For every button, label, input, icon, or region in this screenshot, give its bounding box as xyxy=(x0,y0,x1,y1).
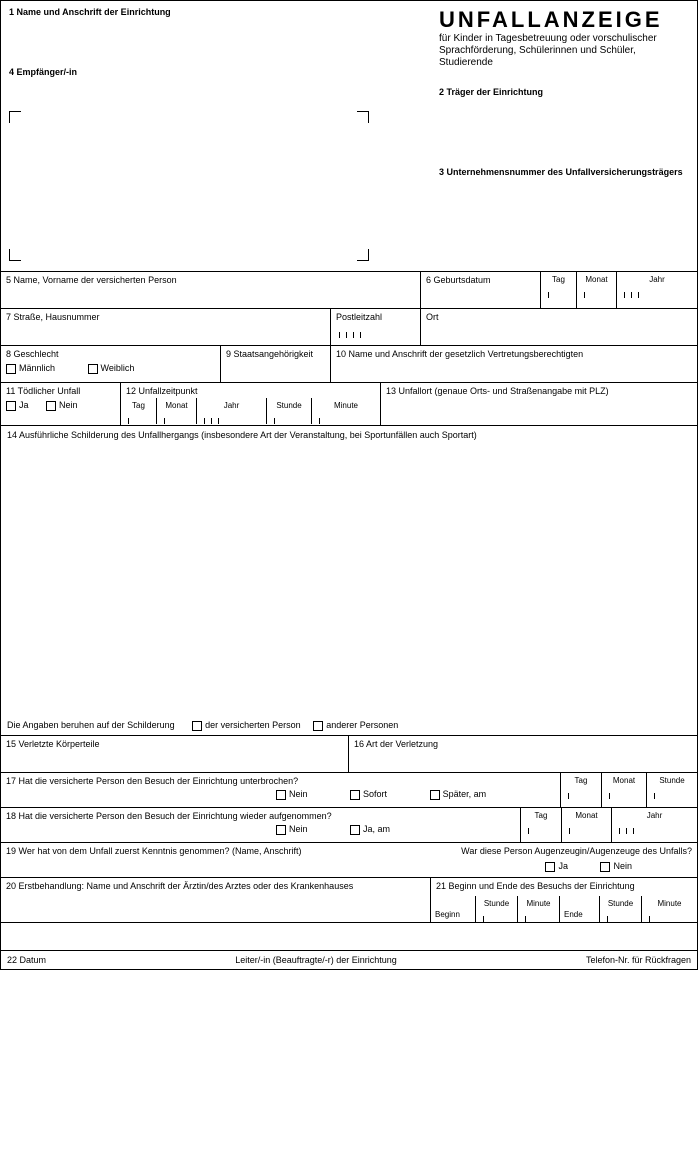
checkbox-18-nein[interactable] xyxy=(276,825,286,835)
telefon-label: Telefon-Nr. für Rückfragen xyxy=(586,955,691,965)
field-16-label: 16 Art der Verletzung xyxy=(354,739,692,749)
row-19: 19 Wer hat von dem Unfall zuerst Kenntni… xyxy=(1,842,697,877)
field-19-label: 19 Wer hat von dem Unfall zuerst Kenntni… xyxy=(6,846,301,856)
leiter-label: Leiter/-in (Beauftragte/-r) der Einricht… xyxy=(235,955,397,965)
field-20-label: 20 Erstbehandlung: Name und Anschrift de… xyxy=(6,881,425,891)
field-1-label: 1 Name und Anschrift der Einrichtung xyxy=(9,7,423,17)
field-3-label: 3 Unternehmensnummer des Unfallversicher… xyxy=(439,167,689,177)
row-20-21: 20 Erstbehandlung: Name und Anschrift de… xyxy=(1,877,697,922)
checkbox-18-ja[interactable] xyxy=(350,825,360,835)
field-6-label: 6 Geburtsdatum xyxy=(426,275,535,285)
field-13-label: 13 Unfallort (genaue Orts- und Straßenan… xyxy=(386,386,692,396)
field-2-label: 2 Träger der Einrichtung xyxy=(439,87,689,97)
field-12-label: 12 Unfallzeitpunkt xyxy=(121,383,380,396)
row-7: 7 Straße, Hausnummer Postleitzahl Ort xyxy=(1,308,697,345)
row-8-9-10: 8 Geschlecht Männlich Weiblich 9 Staatsa… xyxy=(1,345,697,382)
checkbox-17-spaeter[interactable] xyxy=(430,790,440,800)
spacer-row xyxy=(1,922,697,950)
header-zone: 1 Name und Anschrift der Einrichtung 4 E… xyxy=(1,1,697,271)
row-18: 18 Hat die versicherte Person den Besuch… xyxy=(1,807,697,842)
field-14-footer: Die Angaben beruhen auf der Schilderung … xyxy=(7,720,691,731)
checkbox-19-nein[interactable] xyxy=(600,862,610,872)
row-22: 22 Datum Leiter/-in (Beauftragte/-r) der… xyxy=(1,950,697,969)
row-11-12-13: 11 Tödlicher Unfall Ja Nein 12 Unfallzei… xyxy=(1,382,697,425)
field-15-label: 15 Verletzte Körperteile xyxy=(6,739,343,749)
field-4-label: 4 Empfänger/-in xyxy=(9,67,423,77)
male-label: Männlich xyxy=(19,363,55,373)
row-15-16: 15 Verletzte Körperteile 16 Art der Verl… xyxy=(1,735,697,772)
field-9-label: 9 Staatsangehörigkeit xyxy=(226,349,325,359)
field-8-label: 8 Geschlecht xyxy=(6,349,215,359)
field-19-question: War diese Person Augenzeugin/Augenzeuge … xyxy=(461,846,692,856)
field-18-label: 18 Hat die versicherte Person den Besuch… xyxy=(6,811,515,821)
monat-label: Monat xyxy=(581,275,612,284)
checkbox-17-sofort[interactable] xyxy=(350,790,360,800)
plz-label: Postleitzahl xyxy=(336,312,415,322)
row-17: 17 Hat die versicherte Person den Besuch… xyxy=(1,772,697,807)
field-21-label: 21 Beginn und Ende des Besuchs der Einri… xyxy=(431,878,697,894)
checkbox-19-ja[interactable] xyxy=(545,862,555,872)
form-page: 1 Name und Anschrift der Einrichtung 4 E… xyxy=(0,0,698,970)
field-10-label: 10 Name und Anschrift der gesetzlich Ver… xyxy=(336,349,692,359)
form-subtitle: für Kinder in Tagesbetreuung oder vorsch… xyxy=(439,33,689,69)
checkbox-other-persons[interactable] xyxy=(313,721,323,731)
row-5-6: 5 Name, Vorname der versicherten Person … xyxy=(1,271,697,308)
female-label: Weiblich xyxy=(101,363,135,373)
field-7-label: 7 Straße, Hausnummer xyxy=(6,312,325,322)
field-14-area[interactable]: 14 Ausführliche Schilderung des Unfallhe… xyxy=(1,425,697,735)
tag-label: Tag xyxy=(545,275,572,284)
checkbox-male[interactable] xyxy=(6,364,16,374)
checkbox-fatal-yes[interactable] xyxy=(6,401,16,411)
field-14-label: 14 Ausführliche Schilderung des Unfallhe… xyxy=(7,430,691,440)
ort-label: Ort xyxy=(426,312,692,322)
checkbox-insured-person[interactable] xyxy=(192,721,202,731)
nein-label: Nein xyxy=(59,400,78,410)
field-5-label: 5 Name, Vorname der versicherten Person xyxy=(6,275,415,285)
checkbox-female[interactable] xyxy=(88,364,98,374)
field-11-label: 11 Tödlicher Unfall xyxy=(6,386,115,396)
recipient-address-box[interactable] xyxy=(9,111,369,261)
field-22-label: 22 Datum xyxy=(7,955,46,965)
jahr-label: Jahr xyxy=(621,275,693,284)
field-17-label: 17 Hat die versicherte Person den Besuch… xyxy=(6,776,555,786)
checkbox-fatal-no[interactable] xyxy=(46,401,56,411)
form-title: UNFALLANZEIGE xyxy=(439,7,689,33)
ja-label: Ja xyxy=(19,400,29,410)
checkbox-17-nein[interactable] xyxy=(276,790,286,800)
